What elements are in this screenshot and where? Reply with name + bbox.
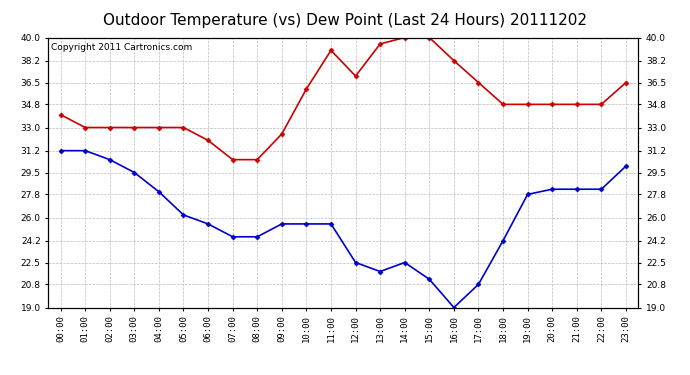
Text: Outdoor Temperature (vs) Dew Point (Last 24 Hours) 20111202: Outdoor Temperature (vs) Dew Point (Last… [103,13,587,28]
Text: Copyright 2011 Cartronics.com: Copyright 2011 Cartronics.com [51,43,193,52]
